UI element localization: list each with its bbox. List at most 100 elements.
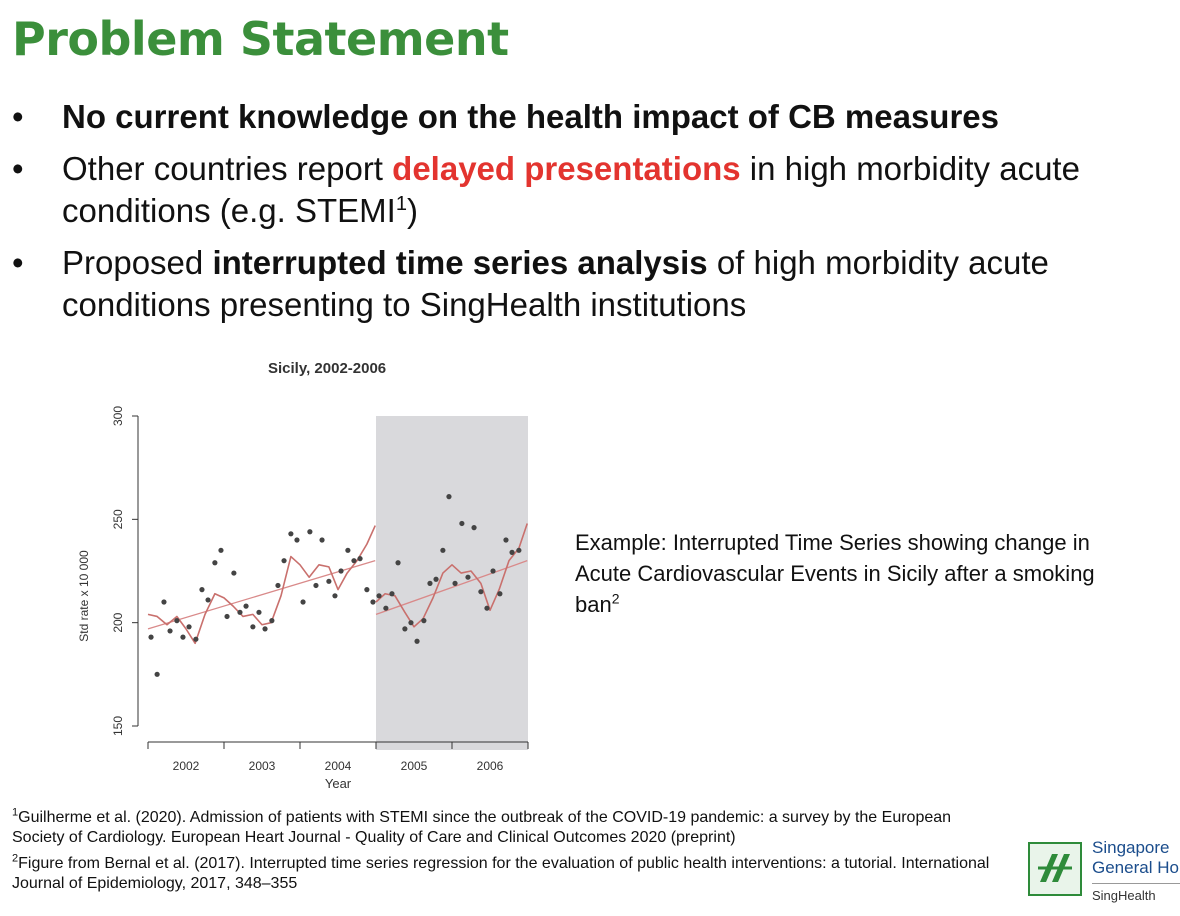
chart-title: Sicily, 2002-2006 [268, 360, 387, 377]
data-point [503, 537, 509, 543]
data-point [383, 605, 389, 611]
y-tick-label: 200 [111, 612, 125, 632]
data-point [440, 547, 446, 553]
data-point [167, 628, 173, 634]
data-point [307, 529, 313, 535]
data-point [300, 599, 306, 605]
y-tick-label: 150 [111, 716, 125, 736]
data-point [484, 605, 490, 611]
bullet-text: of high morbidity acute conditions prese… [62, 244, 1049, 323]
data-point [332, 593, 338, 599]
data-point [231, 570, 237, 576]
its-chart: 150 200 250 300 2002 2003 2004 2005 2006 Std rat… [77, 406, 529, 791]
data-point [370, 599, 376, 605]
data-point [497, 591, 503, 597]
logo-divider [1092, 883, 1180, 884]
x-tick-label: 2002 [173, 759, 200, 773]
data-point [414, 638, 420, 644]
x-axis-label: Year [325, 776, 352, 791]
bullet-dot: • [12, 150, 24, 187]
logo-text: Singapore [1092, 838, 1170, 857]
chart-caption: Example: Interrupted Time Series showing… [575, 527, 1095, 620]
data-point [471, 525, 477, 531]
seasonal-line-post [375, 523, 528, 628]
bullet-text: Other countries report [62, 150, 393, 187]
bullet-text: Proposed [62, 244, 213, 281]
chart-lines [147, 523, 528, 645]
data-point [364, 587, 370, 593]
footnote-text: Guilherme et al. (2020). Admission of pa… [12, 809, 952, 846]
data-point [212, 560, 218, 566]
caption-text: Example: Interrupted Time Series showing… [575, 530, 1095, 617]
data-point [313, 582, 319, 589]
data-point [452, 580, 458, 586]
bullet-highlight: delayed presentations [392, 150, 741, 187]
data-point [186, 624, 192, 630]
data-point [516, 547, 522, 553]
sgh-logo: Singapore General Ho SingHealth [1028, 836, 1180, 916]
data-point [281, 558, 287, 564]
chart-axes: 150 200 250 300 2002 2003 2004 2005 2006 [111, 406, 529, 773]
data-point [345, 547, 351, 553]
logo-subtext: SingHealth [1092, 888, 1156, 903]
footnote-text: Figure from Bernal et al. (2017). Interr… [12, 855, 990, 892]
data-point [154, 671, 160, 677]
x-tick-label: 2006 [477, 759, 504, 773]
data-point [446, 494, 452, 500]
data-point [148, 634, 154, 640]
data-point [402, 626, 408, 632]
data-point [326, 578, 332, 584]
sgh-logo-icon [1028, 842, 1082, 896]
y-tick-label: 300 [111, 406, 125, 426]
data-point [275, 582, 281, 589]
bullet-item: • Proposed interrupted time series analy… [12, 242, 1177, 326]
seasonal-line-pre [147, 525, 376, 645]
bullet-highlight: interrupted time series analysis [212, 244, 708, 281]
data-point [509, 549, 515, 555]
footnotes: 1Guilherme et al. (2020). Admission of p… [12, 806, 1002, 900]
footnote-2: 2Figure from Bernal et al. (2017). Inter… [12, 853, 1002, 894]
data-point [199, 587, 205, 593]
slide-title: Problem Statement [12, 12, 509, 66]
data-point [478, 589, 484, 595]
data-point [338, 568, 344, 574]
x-tick-label: 2005 [401, 759, 428, 773]
data-point [256, 609, 262, 615]
data-point [250, 624, 256, 630]
bullet-item: • No current knowledge on the health imp… [12, 96, 1177, 138]
data-point [243, 603, 249, 609]
post-intervention-shade [376, 416, 528, 750]
footnote-ref: 2 [611, 590, 620, 607]
data-point [262, 626, 268, 632]
data-point [459, 520, 465, 527]
data-point [288, 531, 294, 537]
data-point [357, 556, 363, 562]
bullet-text: No current knowledge on the health impac… [62, 98, 1000, 135]
data-point [174, 618, 180, 624]
data-point [408, 620, 414, 626]
data-point [351, 558, 357, 564]
data-point [218, 547, 224, 553]
data-point [389, 591, 395, 597]
trend-line-pre [147, 560, 376, 630]
chart-points [148, 494, 522, 677]
data-point [161, 599, 167, 605]
y-axis-label: Std rate x 10 000 [77, 550, 91, 642]
data-point [395, 560, 401, 566]
bullet-text: in high morbidity acute conditions (e.g.… [62, 150, 1080, 229]
footnote-number: 1 [12, 806, 19, 819]
data-point [269, 618, 275, 624]
data-point [237, 609, 243, 615]
data-point [224, 613, 230, 620]
bullet-dot: • [12, 98, 24, 135]
x-tick-label: 2004 [325, 759, 352, 773]
footnote-1: 1Guilherme et al. (2020). Admission of p… [12, 806, 1002, 848]
bullet-item: • Other countries report delayed present… [12, 148, 1177, 232]
data-point [490, 568, 496, 574]
data-point [193, 636, 199, 642]
bullet-list: • No current knowledge on the health imp… [12, 96, 1177, 336]
data-point [319, 537, 325, 543]
data-point [180, 634, 186, 640]
data-point [205, 597, 211, 603]
logo-text: General Ho [1092, 858, 1179, 877]
